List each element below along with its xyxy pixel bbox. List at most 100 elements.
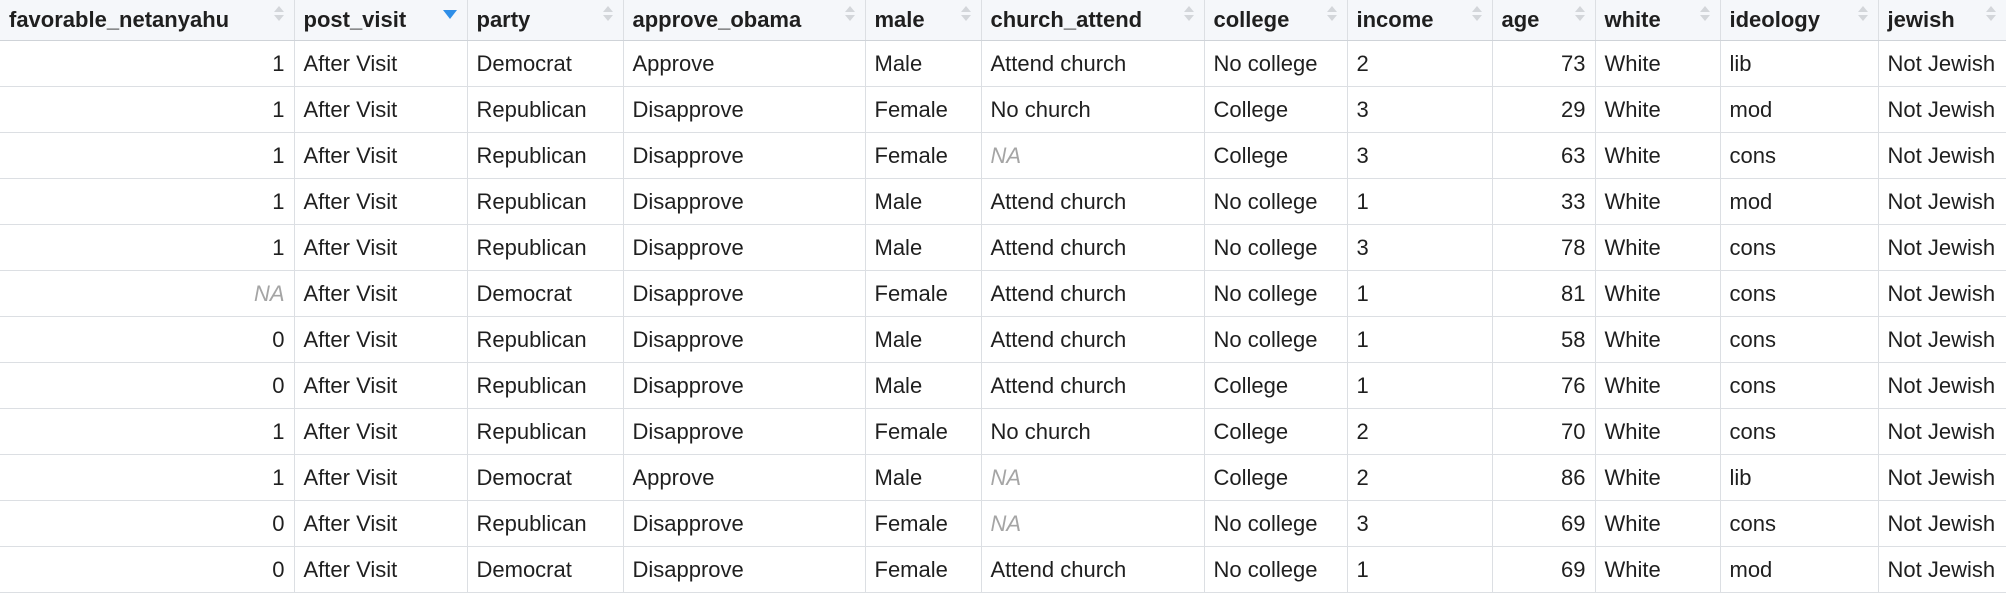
cell-male[interactable]: Male: [865, 40, 982, 87]
cell-college[interactable]: No college: [1204, 270, 1348, 317]
cell-post-visit[interactable]: After Visit: [294, 178, 468, 225]
cell-favorable-netanyahu[interactable]: 1: [0, 224, 295, 271]
cell-party[interactable]: Republican: [467, 500, 624, 547]
cell-party[interactable]: Republican: [467, 362, 624, 409]
column-header-approve-obama[interactable]: approve_obama: [623, 0, 866, 41]
cell-church-attend[interactable]: No church: [981, 86, 1205, 133]
table-row[interactable]: 0 After Visit Republican Disapprove Male Atte…: [0, 316, 2006, 363]
cell-jewish[interactable]: Not Jewish: [1878, 408, 2006, 455]
cell-party[interactable]: Republican: [467, 178, 624, 225]
cell-church-attend[interactable]: Attend church: [981, 362, 1205, 409]
column-header-age[interactable]: age: [1492, 0, 1596, 41]
cell-college[interactable]: No college: [1204, 178, 1348, 225]
cell-white[interactable]: White: [1595, 178, 1721, 225]
cell-jewish[interactable]: Not Jewish: [1878, 362, 2006, 409]
column-header-college[interactable]: college: [1204, 0, 1348, 41]
cell-college[interactable]: College: [1204, 86, 1348, 133]
sort-icon[interactable]: [1857, 6, 1868, 21]
cell-ideology[interactable]: cons: [1720, 224, 1879, 271]
cell-jewish[interactable]: Not Jewish: [1878, 270, 2006, 317]
cell-favorable-netanyahu[interactable]: 0: [0, 546, 295, 593]
sort-icon[interactable]: [844, 6, 855, 21]
cell-income[interactable]: 1: [1347, 270, 1493, 317]
column-header-income[interactable]: income: [1347, 0, 1493, 41]
cell-income[interactable]: 1: [1347, 316, 1493, 363]
cell-jewish[interactable]: Not Jewish: [1878, 546, 2006, 593]
cell-post-visit[interactable]: After Visit: [294, 546, 468, 593]
column-header-post-visit[interactable]: post_visit: [294, 0, 468, 41]
cell-church-attend[interactable]: NA: [981, 454, 1205, 501]
cell-party[interactable]: Republican: [467, 316, 624, 363]
cell-age[interactable]: 81: [1492, 270, 1596, 317]
cell-ideology[interactable]: lib: [1720, 454, 1879, 501]
cell-ideology[interactable]: cons: [1720, 408, 1879, 455]
cell-income[interactable]: 1: [1347, 362, 1493, 409]
cell-approve-obama[interactable]: Disapprove: [623, 500, 866, 547]
cell-income[interactable]: 3: [1347, 224, 1493, 271]
cell-church-attend[interactable]: No church: [981, 408, 1205, 455]
cell-white[interactable]: White: [1595, 132, 1721, 179]
cell-ideology[interactable]: cons: [1720, 500, 1879, 547]
cell-post-visit[interactable]: After Visit: [294, 224, 468, 271]
cell-white[interactable]: White: [1595, 86, 1721, 133]
cell-church-attend[interactable]: Attend church: [981, 270, 1205, 317]
cell-party[interactable]: Republican: [467, 132, 624, 179]
column-header-favorable-netanyahu[interactable]: favorable_netanyahu: [0, 0, 295, 41]
cell-male[interactable]: Female: [865, 270, 982, 317]
cell-favorable-netanyahu[interactable]: 0: [0, 500, 295, 547]
cell-favorable-netanyahu[interactable]: NA: [0, 270, 295, 317]
table-row[interactable]: 0 After Visit Republican Disapprove Female NA…: [0, 500, 2006, 547]
cell-church-attend[interactable]: NA: [981, 500, 1205, 547]
cell-income[interactable]: 1: [1347, 178, 1493, 225]
cell-college[interactable]: College: [1204, 408, 1348, 455]
cell-jewish[interactable]: Not Jewish: [1878, 86, 2006, 133]
cell-college[interactable]: No college: [1204, 500, 1348, 547]
cell-jewish[interactable]: Not Jewish: [1878, 454, 2006, 501]
cell-college[interactable]: College: [1204, 132, 1348, 179]
cell-approve-obama[interactable]: Disapprove: [623, 408, 866, 455]
cell-white[interactable]: White: [1595, 316, 1721, 363]
cell-ideology[interactable]: cons: [1720, 316, 1879, 363]
sort-icon[interactable]: [1471, 6, 1482, 21]
sort-descending-icon[interactable]: [442, 6, 457, 19]
cell-post-visit[interactable]: After Visit: [294, 362, 468, 409]
cell-church-attend[interactable]: Attend church: [981, 224, 1205, 271]
sort-icon[interactable]: [1326, 6, 1337, 21]
cell-favorable-netanyahu[interactable]: 1: [0, 86, 295, 133]
cell-white[interactable]: White: [1595, 270, 1721, 317]
cell-favorable-netanyahu[interactable]: 1: [0, 408, 295, 455]
cell-college[interactable]: No college: [1204, 546, 1348, 593]
cell-age[interactable]: 58: [1492, 316, 1596, 363]
cell-jewish[interactable]: Not Jewish: [1878, 40, 2006, 87]
cell-white[interactable]: White: [1595, 454, 1721, 501]
cell-age[interactable]: 29: [1492, 86, 1596, 133]
cell-post-visit[interactable]: After Visit: [294, 86, 468, 133]
cell-white[interactable]: White: [1595, 224, 1721, 271]
sort-icon[interactable]: [1574, 6, 1585, 21]
table-row[interactable]: 1 After Visit Republican Disapprove Female No…: [0, 408, 2006, 455]
cell-ideology[interactable]: cons: [1720, 270, 1879, 317]
cell-party[interactable]: Democrat: [467, 454, 624, 501]
sort-icon[interactable]: [1699, 6, 1710, 21]
cell-ideology[interactable]: mod: [1720, 178, 1879, 225]
cell-white[interactable]: White: [1595, 362, 1721, 409]
cell-party[interactable]: Democrat: [467, 40, 624, 87]
column-header-church-attend[interactable]: church_attend: [981, 0, 1205, 41]
cell-post-visit[interactable]: After Visit: [294, 40, 468, 87]
cell-party[interactable]: Republican: [467, 408, 624, 455]
cell-church-attend[interactable]: Attend church: [981, 316, 1205, 363]
cell-male[interactable]: Female: [865, 546, 982, 593]
cell-approve-obama[interactable]: Approve: [623, 454, 866, 501]
cell-male[interactable]: Female: [865, 132, 982, 179]
cell-college[interactable]: No college: [1204, 40, 1348, 87]
cell-college[interactable]: College: [1204, 454, 1348, 501]
cell-post-visit[interactable]: After Visit: [294, 270, 468, 317]
cell-income[interactable]: 2: [1347, 40, 1493, 87]
cell-party[interactable]: Republican: [467, 86, 624, 133]
table-row[interactable]: 1 After Visit Democrat Approve Male NA College…: [0, 454, 2006, 501]
cell-approve-obama[interactable]: Disapprove: [623, 178, 866, 225]
column-header-ideology[interactable]: ideology: [1720, 0, 1879, 41]
cell-favorable-netanyahu[interactable]: 1: [0, 132, 295, 179]
cell-jewish[interactable]: Not Jewish: [1878, 178, 2006, 225]
cell-jewish[interactable]: Not Jewish: [1878, 132, 2006, 179]
